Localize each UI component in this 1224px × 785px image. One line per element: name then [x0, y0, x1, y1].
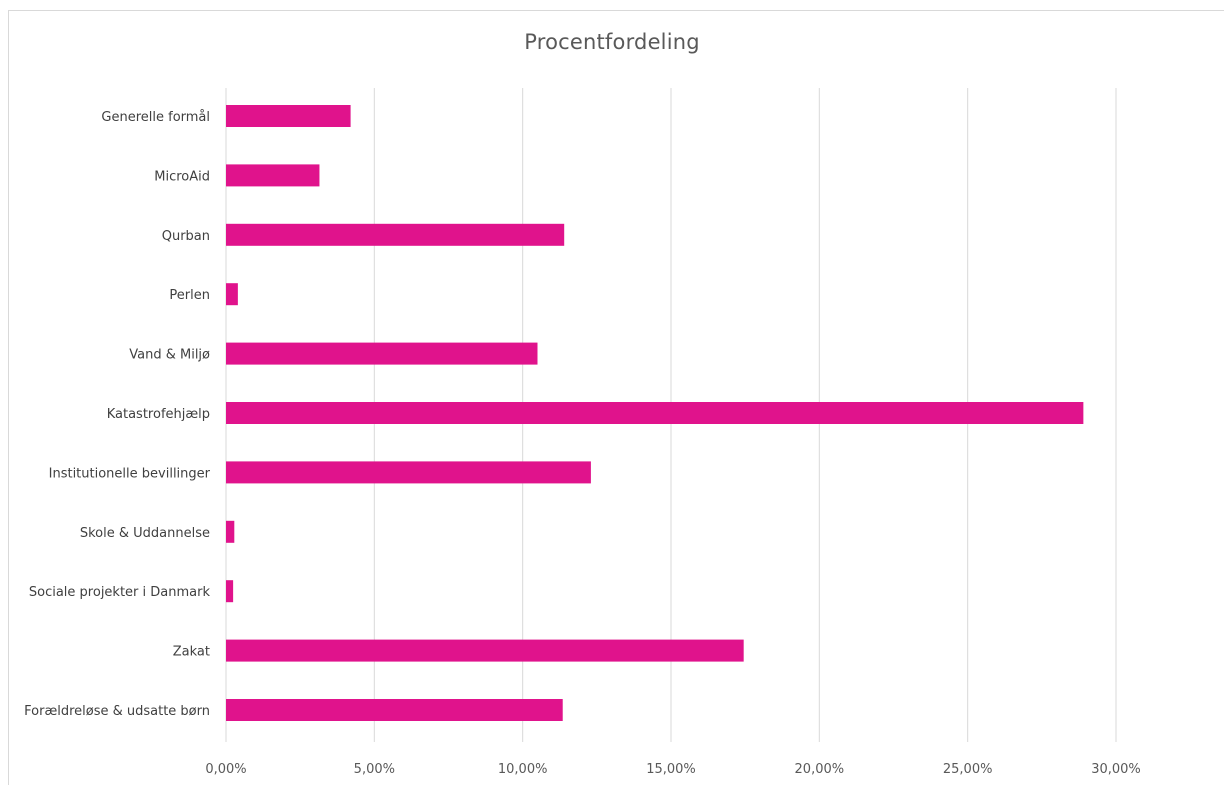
- category-label: Institutionelle bevillinger: [49, 466, 211, 481]
- x-tick-label: 20,00%: [795, 762, 845, 777]
- category-label: Zakat: [173, 645, 210, 660]
- bar: [226, 105, 351, 127]
- category-label: Forældreløse & udsatte børn: [24, 704, 210, 719]
- category-label: Skole & Uddannelse: [80, 526, 210, 541]
- category-label: Katastrofehjælp: [107, 407, 210, 422]
- category-label: Sociale projekter i Danmark: [29, 585, 211, 600]
- category-label: MicroAid: [154, 169, 210, 184]
- category-label: Generelle formål: [101, 110, 210, 125]
- bars: [226, 105, 1084, 721]
- category-label: Qurban: [162, 229, 210, 244]
- category-labels: Generelle formål MicroAid Qurban Perlen Vand…: [24, 110, 211, 719]
- x-tick-label: 15,00%: [646, 762, 696, 777]
- bar: [226, 402, 1084, 424]
- bar: [226, 580, 234, 603]
- category-label: Perlen: [169, 288, 210, 303]
- x-tick-label: 25,00%: [943, 762, 993, 777]
- bar: [226, 342, 538, 365]
- chart-title: Procentfordeling: [524, 30, 700, 54]
- bar: [226, 164, 320, 187]
- bar: [226, 223, 565, 246]
- x-tick-label: 30,00%: [1091, 762, 1141, 777]
- category-label: Vand & Miljø: [129, 348, 210, 363]
- bar: [226, 699, 563, 721]
- bar: [226, 520, 235, 543]
- x-tick-label: 5,00%: [354, 762, 395, 777]
- x-tick-labels: 0,00% 5,00% 10,00% 15,00% 20,00% 25,00% 30,00%: [205, 762, 1140, 777]
- bar: [226, 461, 591, 484]
- bar: [226, 639, 744, 662]
- x-tick-label: 10,00%: [498, 762, 548, 777]
- x-tick-label: 0,00%: [205, 762, 246, 777]
- bar: [226, 283, 238, 306]
